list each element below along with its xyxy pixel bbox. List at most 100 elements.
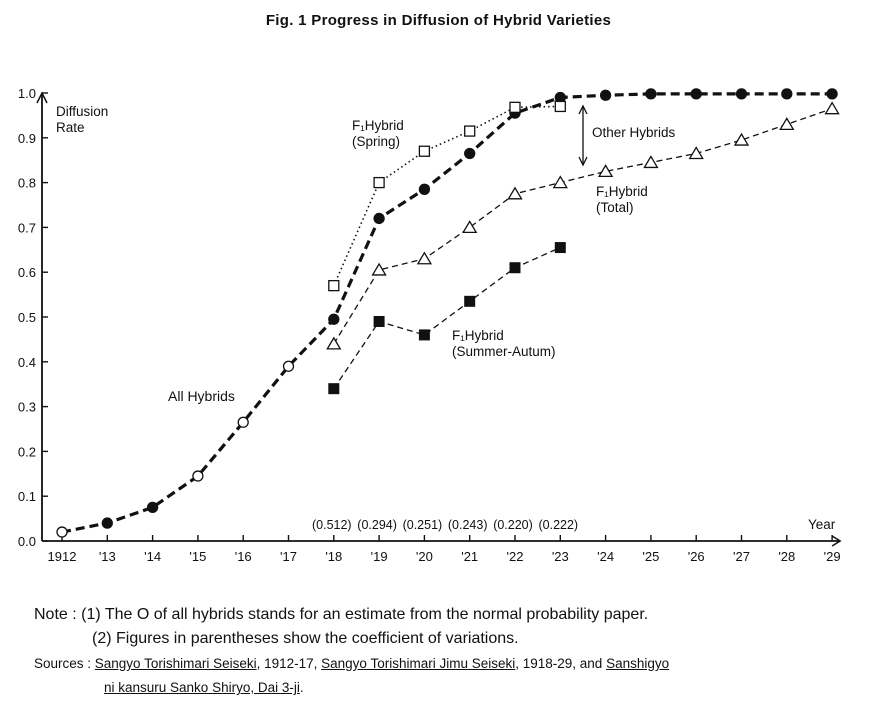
y-axis-label: Diffusion bbox=[56, 104, 108, 119]
sources-end: . bbox=[299, 680, 304, 695]
label-total: (Total) bbox=[596, 200, 634, 215]
label-all-hybrids: All Hybrids bbox=[168, 388, 235, 404]
data-point bbox=[507, 186, 523, 200]
data-point bbox=[416, 251, 433, 265]
x-tick-label: '15 bbox=[189, 549, 206, 564]
chart-title: Fig. 1 Progress in Diffusion of Hybrid V… bbox=[265, 12, 612, 29]
data-point bbox=[597, 164, 614, 178]
data-point bbox=[643, 155, 659, 169]
data-point bbox=[824, 101, 840, 115]
x-tick-label: '13 bbox=[99, 549, 116, 564]
data-point bbox=[781, 88, 793, 100]
note-2: (2) Figures in parentheses show the coef… bbox=[92, 630, 519, 647]
data-point bbox=[462, 220, 478, 234]
series-line bbox=[333, 105, 561, 286]
data-point bbox=[733, 132, 750, 146]
x-tick-label: '18 bbox=[325, 549, 342, 564]
data-point bbox=[552, 175, 568, 189]
y-tick-label: 0.0 bbox=[18, 534, 36, 549]
x-tick-label: '26 bbox=[688, 549, 705, 564]
label-total: F₁Hybrid bbox=[596, 184, 648, 199]
x-tick-label: '16 bbox=[235, 549, 252, 564]
source-1: Sangyo Torishimari Seiseki bbox=[94, 656, 257, 671]
cv-label: (0.294) bbox=[357, 518, 397, 532]
data-point bbox=[464, 147, 476, 160]
other-hybrids-arrow-head bbox=[578, 104, 588, 115]
sources-line-1: Sources : Sangyo Torishimari Seiseki , 19… bbox=[34, 656, 669, 671]
chart-labels: (0.512) (0.294) (0.251) (0.243) (0.220) (0.22… bbox=[56, 104, 836, 532]
data-point bbox=[101, 517, 113, 529]
y-tick-label: 0.6 bbox=[18, 265, 36, 280]
data-point bbox=[690, 88, 702, 100]
x-axis-label: Year bbox=[808, 517, 836, 532]
label-other-hybrids: Other Hybrids bbox=[592, 125, 676, 140]
data-point bbox=[688, 146, 704, 160]
data-point bbox=[56, 526, 68, 538]
data-point bbox=[418, 145, 431, 157]
x-tick-label: '22 bbox=[507, 549, 524, 564]
x-tick-label: 1912 bbox=[48, 549, 77, 564]
data-point bbox=[326, 336, 342, 350]
x-tick-label: '19 bbox=[371, 549, 388, 564]
x-tick-label: '17 bbox=[280, 549, 297, 564]
data-point bbox=[192, 470, 204, 482]
data-point bbox=[509, 101, 521, 113]
y-tick-label: 0.8 bbox=[18, 176, 36, 191]
other-hybrids-arrow-head bbox=[578, 156, 588, 167]
data-point bbox=[735, 88, 748, 100]
x-tick-label: '24 bbox=[597, 549, 614, 564]
data-point bbox=[554, 100, 566, 113]
data-point bbox=[464, 295, 476, 307]
data-point bbox=[328, 383, 340, 395]
data-point bbox=[328, 279, 340, 292]
y-tick-label: 0.5 bbox=[18, 310, 36, 325]
note-1: Note : (1) The O of all hybrids stands f… bbox=[34, 606, 649, 623]
x-tick-label: '21 bbox=[461, 549, 478, 564]
data-point bbox=[237, 416, 249, 428]
x-tick-label: '29 bbox=[824, 549, 841, 564]
data-point bbox=[645, 88, 657, 100]
sources-line-2: ni kansuru Sanko Shiryo, Dai 3-ji. bbox=[104, 680, 304, 695]
data-point bbox=[826, 88, 838, 100]
series-line bbox=[333, 246, 561, 390]
chart-area: 0.0 0.1 0.2 0.3 0.4 0.5 0.6 0.7 0.8 0.9 1.0 1912 '13… bbox=[18, 86, 842, 564]
label-spring: F₁Hybrid bbox=[352, 118, 404, 133]
data-point bbox=[464, 125, 476, 137]
data-point bbox=[371, 262, 387, 276]
y-tick-label: 0.3 bbox=[18, 400, 36, 415]
cv-label: (0.222) bbox=[538, 518, 578, 532]
data-point bbox=[599, 89, 612, 101]
cv-label: (0.243) bbox=[448, 518, 488, 532]
data-point bbox=[328, 313, 340, 325]
y-tick-label: 0.1 bbox=[18, 489, 36, 504]
x-tick-label: '23 bbox=[552, 549, 569, 564]
cv-label: (0.220) bbox=[493, 518, 533, 532]
x-tick-label: '27 bbox=[733, 549, 750, 564]
source-2: Sangyo Torishimari Jimu Seiseki bbox=[321, 656, 516, 671]
source-3a: Sanshigyo bbox=[606, 656, 670, 671]
series-line bbox=[333, 108, 833, 345]
data-point bbox=[146, 501, 159, 514]
y-tick-label: 0.2 bbox=[18, 444, 36, 459]
data-point bbox=[373, 212, 385, 225]
axes: 0.0 0.1 0.2 0.3 0.4 0.5 0.6 0.7 0.8 0.9 1.0 1912 '13… bbox=[18, 86, 842, 564]
y-tick-label: 0.4 bbox=[18, 355, 36, 370]
data-point bbox=[418, 183, 431, 195]
source-3b: ni kansuru Sanko Shiryo, Dai 3-ji bbox=[104, 680, 300, 695]
label-summer: (Summer-Autum) bbox=[452, 344, 556, 359]
data-point bbox=[554, 242, 566, 254]
y-tick-label: 1.0 bbox=[18, 86, 36, 101]
label-summer: F₁Hybrid bbox=[452, 328, 504, 343]
cv-label: (0.251) bbox=[403, 518, 443, 532]
data-point bbox=[418, 329, 430, 341]
sources-sep-2: , 1918-29, and bbox=[515, 656, 607, 671]
x-tick-label: '28 bbox=[778, 549, 795, 564]
y-tick-label: 0.7 bbox=[18, 220, 36, 235]
y-tick-label: 0.9 bbox=[18, 131, 36, 146]
data-point bbox=[509, 262, 521, 274]
sources-prefix: Sources : bbox=[34, 656, 95, 671]
cv-label: (0.512) bbox=[312, 518, 352, 532]
x-tick-label: '20 bbox=[416, 549, 433, 564]
series-markers bbox=[56, 88, 840, 538]
series-line bbox=[61, 92, 833, 534]
